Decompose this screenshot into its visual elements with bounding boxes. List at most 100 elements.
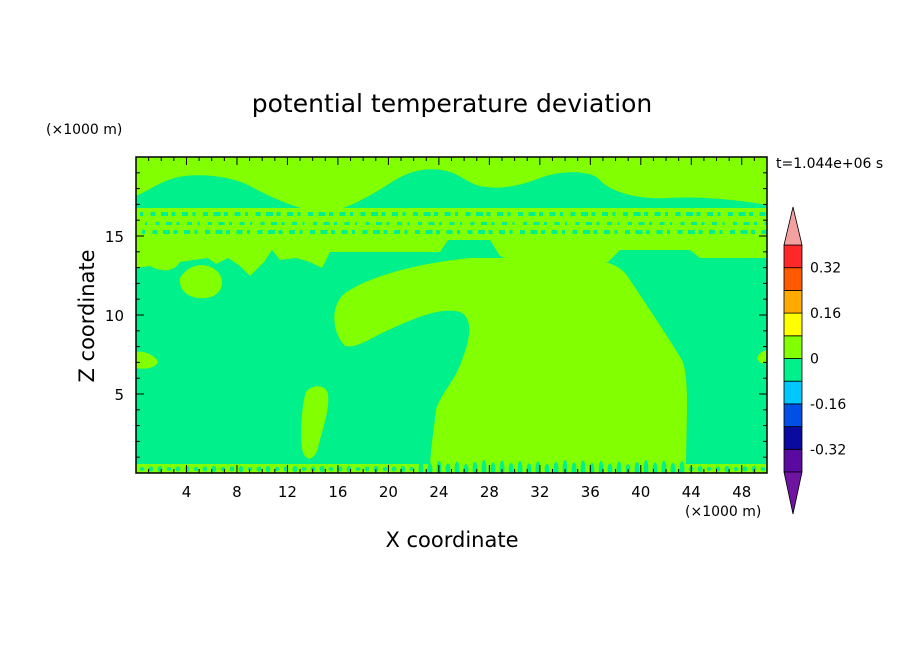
band-stripe xyxy=(743,222,750,225)
surface-ripple xyxy=(490,462,496,473)
band-stripe xyxy=(292,222,297,225)
band-stripe xyxy=(476,212,483,216)
band-stripe xyxy=(691,222,697,225)
band-stripe xyxy=(507,212,511,216)
band-stripe xyxy=(686,212,693,216)
band-stripe xyxy=(649,222,652,225)
band-stripe xyxy=(541,230,545,234)
colorbar-segment xyxy=(783,335,803,359)
band-stripe xyxy=(502,222,507,225)
surface-ripple xyxy=(517,461,523,473)
surface-ripple xyxy=(508,463,514,473)
surface-ripple xyxy=(274,467,280,471)
band-stripe xyxy=(709,230,715,234)
band-stripe xyxy=(289,230,295,234)
y-tick-label: 15 xyxy=(105,228,124,246)
band-stripe xyxy=(166,222,172,225)
band-stripe xyxy=(373,230,380,234)
band-stripe xyxy=(614,230,618,234)
band-stripe xyxy=(439,222,442,225)
band-stripe xyxy=(386,222,390,225)
band-stripe xyxy=(250,222,252,225)
surface-ripple xyxy=(679,461,685,473)
surface-ripple xyxy=(535,461,541,473)
band-stripe xyxy=(236,230,243,234)
band-stripe xyxy=(551,230,558,234)
band-stripe xyxy=(208,222,212,225)
colorbar-over-triangle xyxy=(783,206,803,246)
band-stripe xyxy=(654,212,661,216)
surface-ripple xyxy=(499,460,505,473)
band-stripe xyxy=(318,212,326,216)
band-stripe xyxy=(404,230,408,234)
band-stripe xyxy=(656,230,663,234)
surface-ripple xyxy=(526,463,532,473)
surface-ripple xyxy=(661,460,667,473)
x-tick-label: 28 xyxy=(480,483,499,501)
x-tick-label: 16 xyxy=(328,483,347,501)
band-stripe xyxy=(728,212,733,216)
colorbar-segment xyxy=(783,403,803,427)
band-stripe xyxy=(722,222,725,225)
surface-ripple xyxy=(391,466,397,472)
band-stripe xyxy=(245,212,248,216)
band-stripe xyxy=(140,212,143,216)
band-stripe xyxy=(365,222,370,225)
band-stripe xyxy=(625,230,630,234)
band-stripe xyxy=(176,222,180,225)
surface-ripple xyxy=(544,464,550,473)
band-stripe xyxy=(187,222,192,225)
surface-ripple xyxy=(400,466,406,472)
colorbar-segment xyxy=(783,358,803,382)
band-stripe xyxy=(161,212,168,216)
band-stripe xyxy=(436,230,440,234)
band-stripe xyxy=(509,230,513,234)
band-stripe xyxy=(266,212,273,216)
surface-ripple xyxy=(337,466,343,472)
band-stripe xyxy=(360,212,366,216)
band-stripe xyxy=(754,222,757,225)
band-stripe xyxy=(612,212,616,216)
surface-ripple xyxy=(184,466,190,472)
band-stripe xyxy=(751,230,755,234)
band-stripe xyxy=(407,222,410,225)
band-stripe xyxy=(247,230,250,234)
x-tick-label: 32 xyxy=(530,483,549,501)
surface-ripple xyxy=(571,462,577,473)
band-stripe xyxy=(698,230,703,234)
surface-ripple xyxy=(562,460,568,473)
band-stripe xyxy=(512,222,515,225)
band-stripe xyxy=(635,230,643,234)
band-stripe xyxy=(234,212,241,216)
band-stripe xyxy=(341,230,348,234)
surface-ripple xyxy=(481,460,487,473)
band-stripe xyxy=(554,222,560,225)
band-stripe xyxy=(331,230,335,234)
x-tick-label: 36 xyxy=(581,483,600,501)
band-stripe xyxy=(562,230,565,234)
surface-ripple xyxy=(553,462,559,473)
band-stripe xyxy=(460,222,462,225)
band-stripe xyxy=(575,222,580,225)
band-stripe xyxy=(549,212,556,216)
surface-ripple xyxy=(256,466,262,472)
band-stripe xyxy=(205,230,210,234)
x-axis: 4 8 12 16 20 24 28 32 36 40 44 48 xyxy=(135,157,768,501)
y-tick-label: 10 xyxy=(105,307,124,325)
band-stripe xyxy=(281,222,285,225)
surface-ripple xyxy=(760,467,766,471)
band-stripe xyxy=(759,212,766,216)
colorbar-label: 0.16 xyxy=(810,306,841,322)
band-stripe xyxy=(239,222,245,225)
x-tick-label: 12 xyxy=(278,483,297,501)
surface-ripples xyxy=(139,460,766,473)
band-stripe xyxy=(467,230,473,234)
band-stripe xyxy=(257,230,263,234)
positive-blob-edge xyxy=(136,351,158,369)
band-stripe xyxy=(313,222,317,225)
band-stripe xyxy=(455,212,458,216)
band-stripe xyxy=(339,212,346,216)
band-stripe xyxy=(665,212,668,216)
band-stripe xyxy=(581,212,588,216)
